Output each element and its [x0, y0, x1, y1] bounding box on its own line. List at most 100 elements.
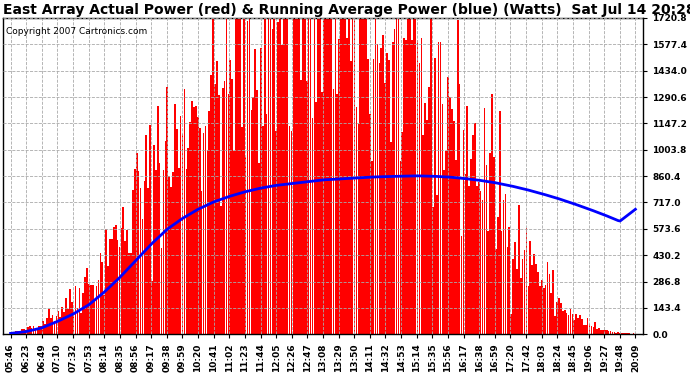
Bar: [633, 333, 634, 334]
Bar: [54, 321, 55, 334]
Bar: [46, 318, 48, 334]
Bar: [312, 118, 313, 334]
Bar: [203, 133, 204, 334]
Bar: [270, 18, 271, 334]
Bar: [81, 314, 82, 334]
Bar: [243, 18, 244, 334]
Bar: [447, 76, 449, 334]
Bar: [499, 111, 500, 334]
Bar: [539, 286, 541, 334]
Bar: [344, 18, 346, 334]
Bar: [281, 45, 283, 334]
Bar: [317, 18, 319, 334]
Bar: [377, 44, 378, 334]
Bar: [440, 42, 442, 334]
Bar: [304, 18, 306, 334]
Bar: [283, 18, 285, 334]
Bar: [65, 298, 67, 334]
Bar: [10, 333, 12, 334]
Bar: [594, 322, 596, 334]
Bar: [258, 163, 260, 334]
Bar: [92, 285, 94, 334]
Bar: [241, 127, 243, 335]
Bar: [255, 49, 256, 334]
Bar: [564, 309, 566, 334]
Bar: [511, 314, 512, 334]
Bar: [444, 170, 445, 334]
Bar: [50, 318, 52, 334]
Bar: [174, 104, 176, 334]
Bar: [461, 236, 462, 334]
Bar: [124, 242, 126, 334]
Bar: [148, 188, 149, 334]
Bar: [522, 259, 524, 334]
Bar: [549, 274, 550, 334]
Bar: [413, 18, 415, 334]
Bar: [394, 29, 395, 334]
Bar: [247, 21, 248, 334]
Bar: [86, 268, 88, 334]
Bar: [528, 286, 529, 334]
Bar: [466, 106, 468, 334]
Bar: [113, 227, 115, 334]
Bar: [583, 325, 584, 334]
Bar: [163, 170, 164, 334]
Bar: [589, 324, 591, 334]
Bar: [325, 18, 326, 334]
Bar: [546, 262, 549, 334]
Bar: [390, 142, 392, 334]
Bar: [37, 328, 38, 334]
Bar: [279, 18, 281, 334]
Bar: [421, 38, 422, 334]
Bar: [606, 330, 608, 334]
Bar: [388, 60, 390, 334]
Bar: [63, 312, 65, 334]
Bar: [319, 18, 321, 334]
Bar: [591, 326, 592, 334]
Bar: [119, 247, 120, 334]
Bar: [253, 96, 254, 334]
Bar: [186, 169, 187, 334]
Bar: [618, 333, 619, 334]
Bar: [155, 170, 157, 334]
Bar: [464, 174, 466, 334]
Bar: [562, 311, 564, 334]
Bar: [613, 332, 615, 334]
Bar: [560, 303, 562, 334]
Bar: [228, 94, 229, 334]
Bar: [392, 42, 393, 334]
Bar: [424, 103, 426, 334]
Bar: [417, 40, 418, 334]
Bar: [405, 39, 407, 334]
Bar: [121, 228, 122, 334]
Bar: [191, 101, 193, 334]
Bar: [400, 160, 401, 334]
Bar: [96, 286, 97, 334]
Bar: [365, 19, 367, 334]
Bar: [149, 125, 151, 334]
Bar: [109, 239, 111, 334]
Bar: [355, 107, 357, 334]
Bar: [298, 18, 300, 334]
Bar: [486, 165, 487, 334]
Bar: [432, 207, 434, 334]
Bar: [593, 327, 594, 334]
Bar: [621, 333, 623, 334]
Bar: [501, 231, 502, 334]
Bar: [57, 311, 59, 334]
Bar: [90, 285, 92, 334]
Bar: [206, 150, 208, 334]
Bar: [297, 18, 298, 334]
Bar: [130, 253, 132, 334]
Bar: [52, 315, 53, 334]
Bar: [453, 121, 455, 334]
Bar: [608, 331, 609, 334]
Bar: [578, 318, 579, 334]
Bar: [141, 219, 144, 334]
Bar: [615, 333, 617, 334]
Bar: [260, 48, 262, 334]
Bar: [273, 18, 275, 334]
Bar: [59, 317, 61, 334]
Bar: [409, 18, 411, 334]
Bar: [151, 281, 152, 334]
